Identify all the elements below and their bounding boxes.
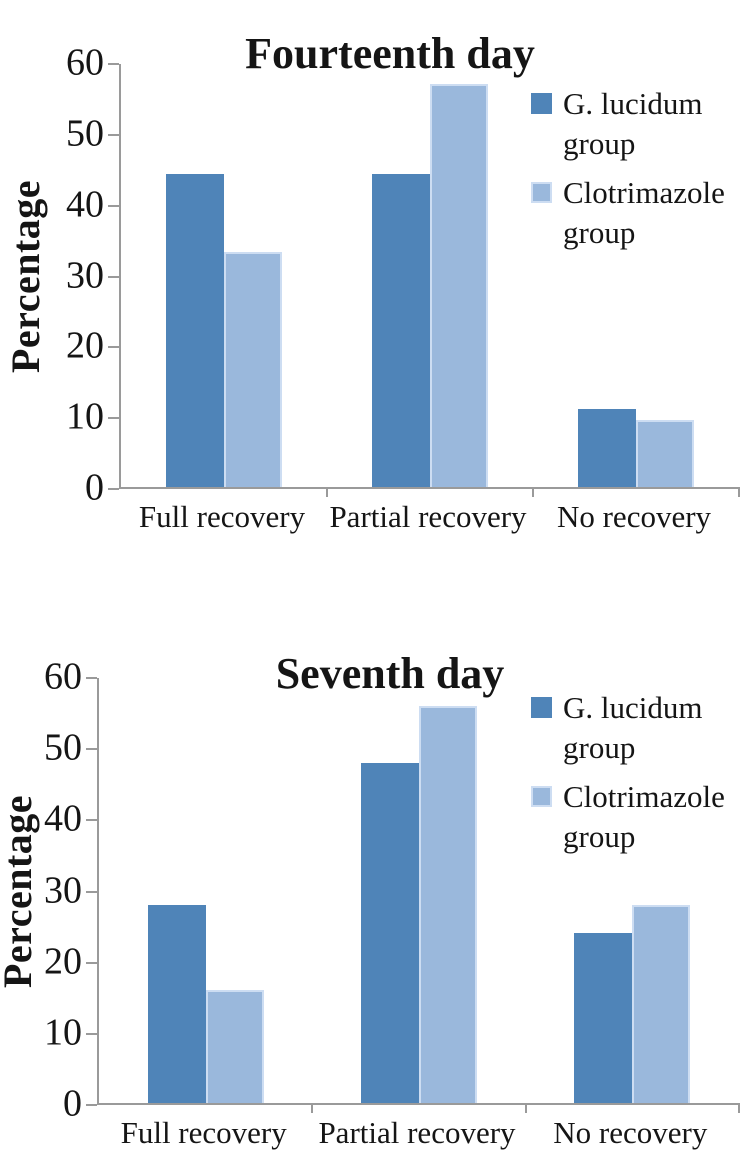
category-group-no-recovery — [533, 64, 739, 487]
x-label-partial-recovery: Partial recovery — [318, 1115, 516, 1150]
y-tick-label-10: 10 — [44, 1011, 82, 1054]
bar-clotrimazole-group-partial-recovery — [418, 706, 477, 1103]
legend-swatch-clotrimazole-group — [531, 182, 552, 204]
legend-swatch-g-lucidum-group — [531, 93, 552, 114]
x-axis-tick — [738, 487, 740, 497]
x-axis-tick — [531, 487, 534, 497]
chart-fourteenth-day: Fourteenth day Percentage Full recovery P… — [3, 28, 740, 535]
bar-g-lucidum-group-partial-recovery — [360, 763, 419, 1103]
category-group-full-recovery — [99, 678, 312, 1103]
x-axis-tick — [325, 487, 328, 497]
bar-g-lucidum-group-full-recovery — [166, 173, 224, 487]
y-axis-tick — [86, 961, 97, 964]
bar-clotrimazole-group-full-recovery — [205, 989, 264, 1103]
legend-swatch-g-lucidum-group — [531, 697, 552, 718]
category-group-full-recovery — [121, 64, 327, 487]
y-tick-label-40: 40 — [44, 797, 82, 840]
y-tick-label-30: 30 — [66, 253, 104, 296]
y-axis-tick — [108, 63, 119, 65]
legend-label-clotrimazole-group: Clotrimazole group — [563, 779, 725, 855]
y-axis-tick — [86, 748, 97, 751]
chart-title: Fourteenth day — [245, 28, 535, 78]
bar-g-lucidum-group-partial-recovery — [372, 173, 430, 487]
y-tick-label-50: 50 — [44, 726, 82, 769]
plot-area — [97, 678, 740, 1113]
x-axis-labels: Full recovery Partial recovery No recovery — [119, 499, 737, 535]
y-axis-tick — [108, 133, 119, 136]
legend-item-clotrimazole-group: Clotrimazole group — [531, 173, 740, 252]
bar-g-lucidum-group-no-recovery — [578, 408, 636, 487]
x-axis-labels: Full recovery Partial recovery No recovery — [97, 1115, 737, 1151]
x-label-full-recovery: Full recovery — [138, 499, 306, 534]
y-tick-label-40: 40 — [66, 183, 104, 226]
legend-label-g-lucidum-group: G. lucidum group — [563, 86, 703, 161]
x-label-no-recovery: No recovery — [553, 1115, 708, 1150]
y-axis-tick — [108, 204, 119, 207]
bar-clotrimazole-group-no-recovery — [636, 420, 694, 487]
y-axis-tick — [86, 1104, 97, 1106]
x-label-full-recovery: Full recovery — [120, 1115, 287, 1150]
x-label-no-recovery: No recovery — [556, 499, 712, 534]
bar-g-lucidum-group-full-recovery — [147, 904, 206, 1103]
bar-clotrimazole-group-partial-recovery — [430, 84, 488, 487]
y-tick-label-0: 0 — [85, 466, 104, 509]
y-axis-tick — [108, 275, 119, 278]
legend-item-g-lucidum-group: G. lucidum group — [531, 84, 740, 163]
x-axis-tick — [311, 1103, 314, 1113]
y-tick-label-0: 0 — [63, 1082, 82, 1125]
y-tick-label-30: 30 — [44, 868, 82, 911]
y-tick-label-60: 60 — [66, 41, 104, 84]
legend-item-g-lucidum-group: G. lucidum group — [531, 688, 740, 767]
y-tick-label-60: 60 — [44, 655, 82, 698]
y-axis-tick — [86, 890, 97, 893]
bar-clotrimazole-group-full-recovery — [224, 252, 282, 487]
y-axis-tick — [86, 1032, 97, 1035]
y-axis-tick — [86, 677, 97, 679]
legend: G. lucidum group Clotrimazole group — [531, 688, 740, 857]
legend: G. lucidum group Clotrimazole group — [531, 84, 740, 253]
chart-seventh-day: Seventh day Percentage Full recovery Part… — [0, 580, 740, 1159]
legend-swatch-clotrimazole-group — [531, 786, 552, 808]
y-tick-label-20: 20 — [66, 324, 104, 367]
category-group-partial-recovery — [312, 678, 525, 1103]
chart-title: Seventh day — [275, 648, 505, 698]
y-axis-tick — [108, 346, 119, 349]
y-axis-tick — [108, 417, 119, 420]
bar-clotrimazole-group-no-recovery — [632, 904, 691, 1103]
legend-label-g-lucidum-group: G. lucidum group — [563, 690, 703, 765]
legend-label-clotrimazole-group: Clotrimazole group — [563, 175, 725, 251]
bar-g-lucidum-group-no-recovery — [574, 933, 633, 1103]
y-axis-tick — [108, 488, 119, 490]
y-tick-label-50: 50 — [66, 112, 104, 155]
y-tick-label-10: 10 — [66, 395, 104, 438]
x-axis-tick — [738, 1103, 740, 1113]
category-group-no-recovery — [526, 678, 739, 1103]
y-axis-tick — [86, 819, 97, 822]
legend-item-clotrimazole-group: Clotrimazole group — [531, 777, 740, 856]
x-axis-tick — [524, 1103, 527, 1113]
category-group-partial-recovery — [327, 64, 533, 487]
y-tick-label-20: 20 — [44, 940, 82, 983]
plot-area — [119, 64, 740, 497]
x-label-partial-recovery: Partial recovery — [329, 499, 527, 534]
